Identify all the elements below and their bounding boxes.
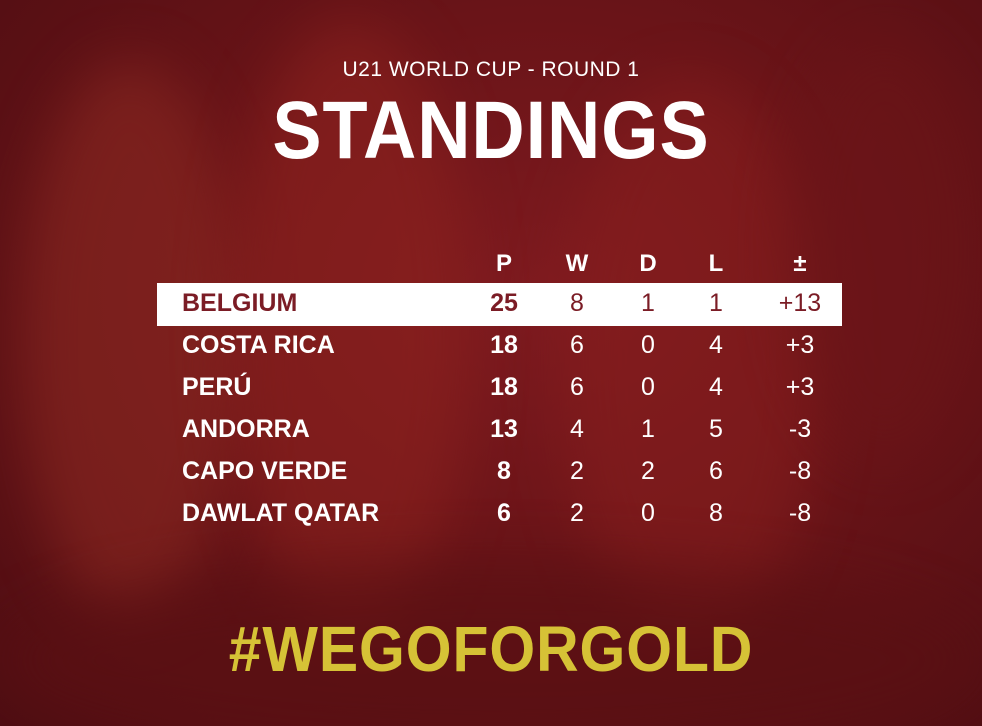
highlight-row xyxy=(157,283,842,326)
stat-cell: 2 xyxy=(570,457,584,485)
stat-cell: 6 xyxy=(570,373,584,401)
team-name: BELGIUM xyxy=(182,289,298,317)
stat-cell: -8 xyxy=(788,457,812,485)
stat-cell: +3 xyxy=(785,373,815,401)
stat-cell: +3 xyxy=(785,331,815,359)
stat-cell: 0 xyxy=(641,331,655,359)
column-header: D xyxy=(639,250,657,277)
hashtag: #WEGOFORGOLD xyxy=(228,613,754,685)
stat-cell: 5 xyxy=(709,415,723,443)
team-name: COSTA RICA xyxy=(182,331,335,359)
stat-cell: 13 xyxy=(490,415,518,443)
stat-cell: 8 xyxy=(497,457,511,485)
title: STANDINGS xyxy=(272,85,710,176)
stat-cell: 18 xyxy=(490,331,518,359)
stat-cell: 4 xyxy=(709,373,723,401)
stat-cell: 0 xyxy=(641,499,655,527)
subtitle: U21 WORLD CUP - ROUND 1 xyxy=(342,58,640,81)
stat-cell: 25 xyxy=(490,289,518,317)
stat-cell: 4 xyxy=(570,415,584,443)
team-name: ANDORRA xyxy=(182,415,310,443)
column-header: L xyxy=(708,250,724,277)
column-header: ± xyxy=(793,250,807,277)
stat-cell: 2 xyxy=(641,457,655,485)
stat-cell: 2 xyxy=(570,499,584,527)
team-name: DAWLAT QATAR xyxy=(182,499,380,527)
stat-cell: -3 xyxy=(788,415,812,443)
stat-cell: 1 xyxy=(709,289,723,317)
stat-cell: +13 xyxy=(778,289,822,317)
stat-cell: 8 xyxy=(709,499,723,527)
stat-cell: 1 xyxy=(641,289,655,317)
stat-cell: -8 xyxy=(788,499,812,527)
column-header: P xyxy=(495,250,513,277)
stat-cell: 6 xyxy=(497,499,511,527)
stat-cell: 8 xyxy=(570,289,584,317)
stat-cell: 6 xyxy=(709,457,723,485)
stat-cell: 0 xyxy=(641,373,655,401)
stat-cell: 6 xyxy=(570,331,584,359)
team-name: PERÚ xyxy=(182,373,252,401)
stat-cell: 18 xyxy=(490,373,518,401)
background-figure xyxy=(560,80,820,640)
background-shade xyxy=(0,560,982,726)
stat-cell: 1 xyxy=(641,415,655,443)
background-figure xyxy=(790,40,980,460)
background-figure xyxy=(230,20,470,640)
column-header: W xyxy=(565,250,589,277)
team-name: CAPO VERDE xyxy=(182,457,348,485)
stat-cell: 4 xyxy=(709,331,723,359)
background-figure xyxy=(20,60,240,620)
